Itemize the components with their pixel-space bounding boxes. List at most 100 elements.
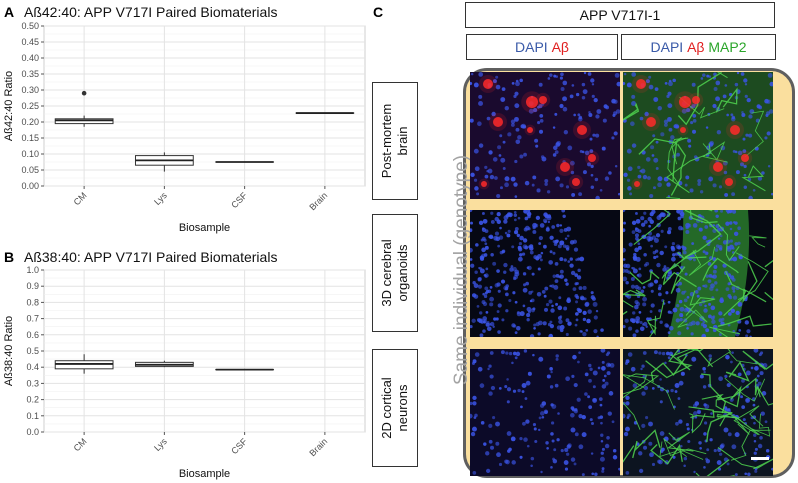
nucleus <box>516 233 521 238</box>
nucleus <box>623 247 626 253</box>
nucleus <box>488 323 492 326</box>
nucleus <box>475 243 479 247</box>
nucleus <box>508 298 512 303</box>
nucleus <box>642 286 646 289</box>
nucleus <box>703 466 706 469</box>
abeta-plaque-halo <box>674 91 696 113</box>
nucleus <box>525 281 529 286</box>
nucleus <box>612 448 617 453</box>
abeta-label: Aβ <box>551 39 569 55</box>
nucleus <box>537 121 541 125</box>
nucleus <box>746 329 751 334</box>
nucleus <box>685 225 689 230</box>
nucleus <box>724 84 728 87</box>
nucleus <box>736 72 740 75</box>
nucleus <box>497 289 501 293</box>
nucleus <box>548 333 554 337</box>
nucleus <box>743 78 748 83</box>
nucleus <box>735 310 740 315</box>
nucleus <box>643 445 648 450</box>
panel-b-letter: B <box>4 249 15 265</box>
nucleus <box>712 269 717 274</box>
nucleus <box>725 210 731 213</box>
nucleus <box>515 351 521 357</box>
nucleus <box>767 72 773 78</box>
nucleus <box>737 302 743 307</box>
nucleus <box>702 235 707 240</box>
nucleus <box>731 286 736 291</box>
neurite <box>684 210 722 258</box>
neurite <box>623 300 634 308</box>
nucleus <box>518 241 522 246</box>
nucleus <box>490 253 494 257</box>
neurite <box>742 261 767 303</box>
nucleus <box>710 412 713 415</box>
nucleus <box>675 244 681 250</box>
nucleus <box>623 413 626 419</box>
nucleus <box>623 72 627 76</box>
nucleus <box>690 320 696 326</box>
nucleus <box>597 366 601 370</box>
nucleus <box>692 119 697 123</box>
nucleus <box>548 260 553 265</box>
nucleus <box>515 127 520 132</box>
dapi-label: DAPI <box>515 39 548 55</box>
nucleus <box>555 357 559 361</box>
nucleus <box>667 300 671 304</box>
nucleus <box>470 325 473 329</box>
nucleus <box>672 78 676 83</box>
neurite <box>670 266 686 294</box>
nucleus <box>594 177 599 182</box>
nucleus <box>680 371 685 376</box>
nucleus <box>537 428 541 432</box>
nucleus <box>699 190 704 194</box>
panel-a-boxplot: 0.00 0.05 0.10 0.15 0.20 0.25 0.30 0.35 0.40 0.45… <box>3 21 366 234</box>
nucleus <box>551 304 554 308</box>
nucleus <box>529 299 533 303</box>
nucleus <box>635 320 639 324</box>
nucleus <box>472 359 477 364</box>
y-axis-label: Aß38:40 Ratio <box>3 316 15 386</box>
nucleus <box>734 473 738 476</box>
nucleus <box>558 319 563 325</box>
nucleus <box>617 192 620 196</box>
nucleus <box>546 226 550 230</box>
nucleus <box>726 113 729 117</box>
nucleus <box>532 225 536 230</box>
nucleus <box>539 119 544 123</box>
nucleus <box>758 353 762 357</box>
nucleus <box>572 287 577 291</box>
nucleus <box>542 218 548 223</box>
nucleus <box>538 242 542 246</box>
nucleus <box>487 168 493 174</box>
nucleus <box>583 72 587 75</box>
nucleus <box>661 351 666 356</box>
nucleus <box>686 427 690 431</box>
nucleus <box>481 227 485 230</box>
nucleus <box>492 416 496 420</box>
nucleus <box>630 284 636 289</box>
nucleus <box>490 445 495 450</box>
nucleus <box>500 157 506 163</box>
nucleus <box>754 447 758 451</box>
nucleus <box>738 328 742 332</box>
neurite <box>689 413 706 434</box>
nucleus <box>582 89 588 95</box>
nucleus <box>601 469 605 473</box>
nucleus <box>565 282 569 286</box>
nucleus <box>554 279 559 284</box>
nucleus <box>715 96 721 102</box>
neurite <box>666 143 711 194</box>
nucleus <box>520 405 523 409</box>
nucleus <box>623 221 626 225</box>
nucleus <box>692 403 698 408</box>
nucleus <box>569 257 573 261</box>
nucleus <box>573 462 577 466</box>
nucleus <box>653 97 659 102</box>
nucleus <box>575 282 579 285</box>
nucleus <box>484 165 488 169</box>
neurite <box>723 271 747 317</box>
nucleus <box>537 332 541 336</box>
nucleus <box>559 224 563 227</box>
nucleus <box>579 330 583 333</box>
